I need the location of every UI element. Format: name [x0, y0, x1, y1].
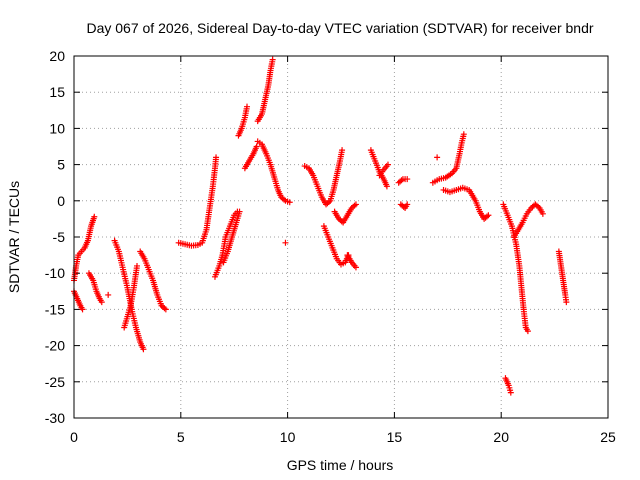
series-s8	[175, 154, 220, 249]
series-s27	[500, 201, 531, 335]
series-s7	[137, 248, 169, 313]
data-point	[507, 389, 514, 396]
series-s24	[429, 131, 467, 186]
data-point	[140, 346, 147, 353]
y-axis-label: SDTVAR / TECUs	[6, 181, 22, 293]
x-tick-label: 25	[600, 429, 616, 445]
series-s13	[254, 56, 276, 125]
x-axis-label: GPS time / hours	[287, 457, 394, 473]
y-tick-label: -25	[45, 374, 65, 390]
data-point	[383, 183, 390, 190]
y-tick-label: 20	[49, 48, 65, 64]
series-s6	[121, 262, 141, 331]
data-points	[71, 56, 570, 396]
y-tick-label: -5	[53, 229, 66, 245]
series-s28	[511, 201, 546, 240]
series-s2	[71, 288, 86, 313]
y-tick-label: -10	[45, 265, 65, 281]
data-point	[286, 199, 293, 206]
x-axis-ticks: 0 5 10 15 20 25	[70, 56, 616, 445]
data-point	[460, 131, 467, 138]
data-point	[244, 103, 251, 110]
series-s3	[85, 270, 105, 306]
data-point	[91, 213, 98, 220]
data-point	[352, 264, 359, 271]
data-point	[384, 161, 391, 168]
series-s30	[555, 248, 570, 306]
data-point	[404, 176, 411, 183]
series-s25	[434, 154, 441, 161]
grid-lines	[74, 56, 608, 418]
series-s16	[301, 147, 346, 208]
data-point	[162, 306, 169, 313]
series-s9	[211, 208, 241, 280]
series-s17	[320, 223, 352, 268]
series-s22	[395, 176, 411, 186]
series-s18	[331, 201, 359, 226]
y-tick-label: 10	[49, 120, 65, 136]
y-tick-label: -20	[45, 338, 65, 354]
data-point	[105, 291, 112, 298]
data-point	[134, 262, 141, 269]
x-tick-label: 15	[387, 429, 403, 445]
series-s5	[111, 237, 147, 353]
y-tick-label: -30	[45, 410, 65, 426]
data-point	[563, 299, 570, 306]
data-point	[539, 210, 546, 217]
data-point	[269, 56, 276, 63]
series-s29	[502, 375, 514, 396]
series-s12	[241, 143, 260, 172]
data-point	[98, 299, 105, 306]
x-tick-label: 10	[280, 429, 296, 445]
data-point	[79, 306, 86, 313]
x-tick-label: 0	[70, 429, 78, 445]
data-point	[434, 154, 441, 161]
series-s10	[220, 208, 243, 266]
y-axis-ticks: 20 15 10 5 0 -5 -10 -15 -20 -25 -30	[45, 48, 608, 426]
data-point	[282, 239, 289, 246]
y-tick-label: 15	[49, 84, 65, 100]
series-s23	[397, 201, 411, 212]
y-tick-label: 0	[57, 193, 65, 209]
x-tick-label: 20	[493, 429, 509, 445]
series-s4	[105, 291, 112, 298]
data-point	[485, 212, 492, 219]
data-point	[253, 143, 260, 150]
x-tick-label: 5	[177, 429, 185, 445]
plot-frame	[73, 55, 609, 419]
series-s11	[235, 103, 251, 139]
series-s19	[344, 252, 359, 271]
data-point	[213, 154, 220, 161]
series-s15	[282, 239, 289, 246]
series-s21	[376, 161, 391, 179]
series-s26	[440, 184, 492, 222]
data-point	[404, 201, 411, 208]
data-point	[352, 201, 359, 208]
data-point	[339, 147, 346, 154]
data-point	[524, 328, 531, 335]
data-point	[236, 208, 243, 215]
series-s14	[254, 138, 293, 206]
y-tick-label: 5	[57, 157, 65, 173]
y-tick-label: -15	[45, 301, 65, 317]
series-s1	[71, 213, 98, 284]
chart-title: Day 067 of 2026, Sidereal Day-to-day VTE…	[86, 20, 593, 36]
